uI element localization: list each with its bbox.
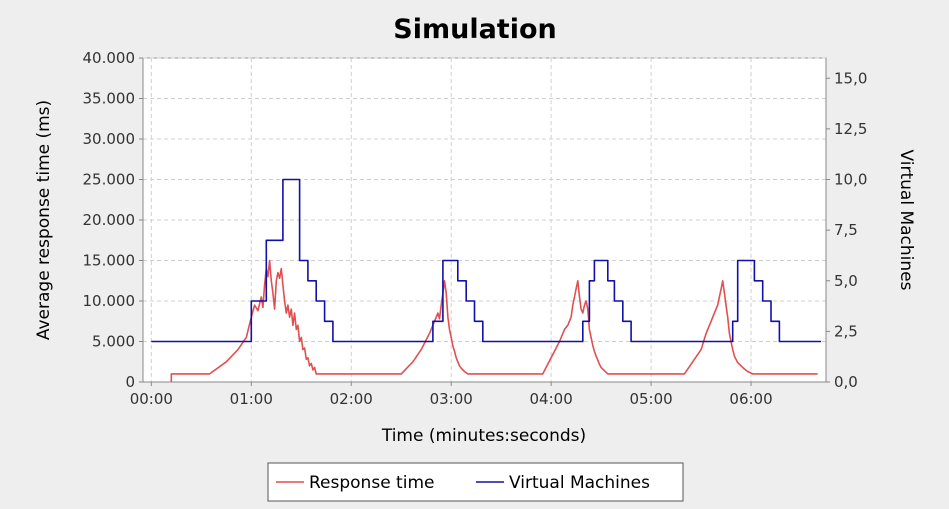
legend: Response time Virtual Machines: [267, 462, 684, 502]
y-tick-label-6: 30.000: [83, 130, 136, 148]
plot-area: [142, 57, 827, 383]
x-tick-label-2: 02:00: [330, 390, 373, 408]
y-tick-label-2: 10.000: [83, 292, 136, 310]
x-tick-label-0: 00:00: [130, 390, 173, 408]
y2-tick-label-2: 5,0: [834, 272, 858, 290]
y2-tick-label-5: 12,5: [834, 120, 867, 138]
x-tick-label-1: 01:00: [230, 390, 273, 408]
y2-tick-label-6: 15,0: [834, 69, 867, 87]
x-tick-label-6: 06:00: [729, 390, 772, 408]
series-line-virtual-machines: [151, 178, 821, 343]
series-layer: [151, 178, 821, 382]
chart-title: Simulation: [393, 14, 556, 45]
y2-tick-label-4: 10,0: [834, 171, 867, 189]
y2-tick-label-1: 2,5: [834, 322, 858, 340]
y-tick-label-0: 0: [125, 373, 135, 391]
y-tick-label-3: 15.000: [83, 252, 136, 270]
y2-tick-label-0: 0,0: [834, 373, 858, 391]
legend-label-response-time: Response time: [309, 473, 434, 493]
y-tick-label-5: 25.000: [83, 171, 136, 189]
x-tick-label-5: 05:00: [629, 390, 672, 408]
y-tick-label-8: 40.000: [83, 49, 136, 67]
axes-layer: [139, 57, 830, 386]
x-tick-label-4: 04:00: [530, 390, 573, 408]
y-axis-label: Average response time (ms): [34, 100, 54, 340]
y2-tick-label-3: 7,5: [834, 221, 858, 239]
y-tick-label-1: 5.000: [92, 333, 135, 351]
legend-label-virtual-machines: Virtual Machines: [509, 473, 650, 493]
tick-labels: 00:00 01:00 02:00 03:00 04:00 05:00 06:00 0 5.00…: [83, 49, 868, 408]
x-axis-label: Time (minutes:seconds): [381, 426, 586, 446]
y2-axis-label: Virtual Machines: [896, 150, 916, 291]
y-tick-label-4: 20.000: [83, 211, 136, 229]
y-tick-label-7: 35.000: [83, 90, 136, 108]
x-tick-label-3: 03:00: [430, 390, 473, 408]
legend-box: [267, 462, 684, 502]
series-line-response-time: [170, 259, 818, 382]
